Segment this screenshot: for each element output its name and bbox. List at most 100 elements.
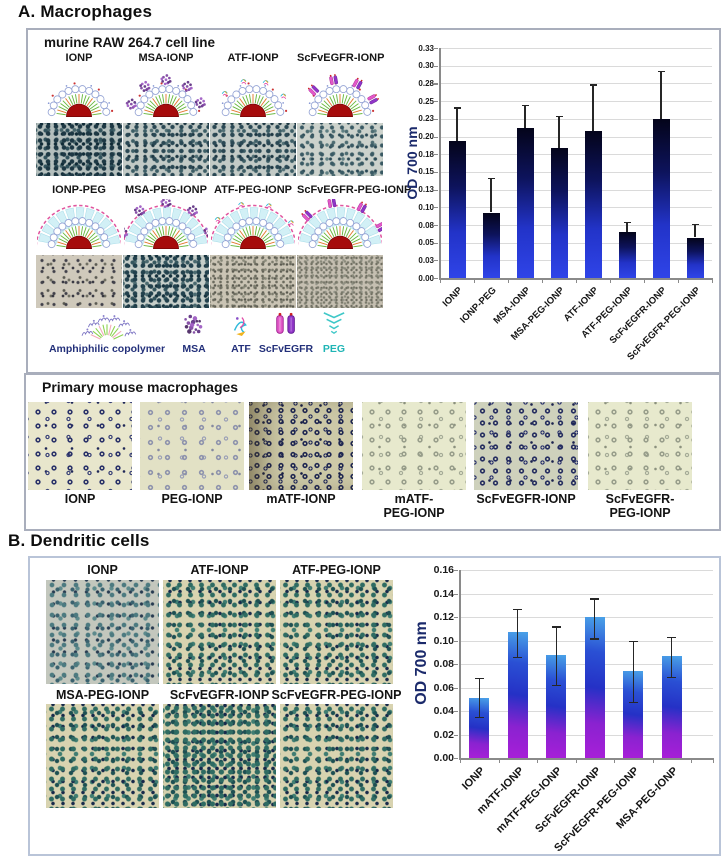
y-tick-label: 0.10	[433, 634, 454, 647]
legend-item-label: ATF	[231, 343, 251, 355]
y-axis	[439, 48, 441, 279]
y-tick-label: 0.08	[433, 658, 454, 671]
np-column-label: ScFvEGFR-PEG-IONP	[297, 184, 412, 196]
error-cap-top	[589, 84, 597, 86]
cell-micrograph	[297, 123, 383, 176]
y-axis-title: OD 700 nm	[413, 621, 430, 706]
panel-a-heading: A. Macrophages	[18, 2, 153, 21]
nanoparticle-diagram	[296, 196, 388, 253]
y-tick	[454, 664, 458, 666]
error-cap-bottom	[590, 638, 600, 640]
y-tick	[434, 48, 438, 50]
y-tick-label: 0.16	[433, 564, 454, 577]
gridline	[440, 48, 712, 49]
y-tick	[434, 65, 438, 67]
y-tick	[454, 758, 458, 760]
y-tick	[434, 278, 438, 280]
error-bar-MSA-PEG-IONP	[558, 115, 560, 149]
primary-micrograph	[588, 402, 692, 490]
y-tick-label: 0.12	[433, 611, 454, 624]
np-column-label: MSA-IONP	[138, 52, 194, 64]
error-cap-top	[513, 608, 523, 611]
np-column-label: ATF-PEG-IONP	[213, 184, 292, 196]
y-tick-label: 0.14	[433, 587, 454, 600]
primary-label: mATF-IONP	[266, 492, 336, 506]
error-cap-top	[590, 598, 600, 600]
y-tick	[434, 101, 438, 103]
y-tick-label: 0.20	[418, 132, 434, 142]
x-tick	[691, 758, 693, 763]
error-cap-bottom	[551, 685, 561, 687]
y-tick	[454, 570, 458, 572]
x-tick	[474, 278, 476, 283]
error-cap-top	[521, 104, 529, 106]
gridline	[440, 136, 712, 138]
np-column-label: ScFvEGFR-IONP	[297, 52, 385, 64]
dendritic-label: MSA-PEG-IONP	[55, 688, 150, 702]
error-bar-MSA-IONP	[524, 104, 526, 129]
primary-label: ScFvEGFR-IONP	[476, 492, 576, 506]
error-bar-IONP	[478, 678, 480, 717]
gridline	[440, 154, 712, 156]
x-tick	[712, 278, 714, 283]
y-tick	[434, 242, 438, 244]
x-axis	[459, 758, 714, 760]
y-tick	[434, 260, 438, 262]
error-cap-top	[453, 107, 461, 109]
error-cap-bottom	[667, 676, 677, 679]
y-tick	[454, 711, 458, 713]
y-tick-label: 0.08	[418, 220, 434, 230]
np-column-label: ATF-IONP	[227, 52, 279, 64]
cell-micrograph	[36, 255, 122, 308]
x-tick	[508, 278, 510, 283]
primary-label: IONP	[64, 492, 96, 506]
np-column-label: IONP-PEG	[52, 184, 106, 196]
error-bar-mATF-IONP	[517, 608, 519, 657]
dendritic-micrograph	[280, 704, 393, 808]
y-tick	[434, 136, 438, 138]
bar-ScFvEGFR-PEG-IONP	[686, 237, 704, 278]
error-bar-MSA-PEG-IONP	[671, 637, 673, 677]
np-column-label: IONP	[65, 52, 93, 64]
y-tick-label: 0.28	[418, 79, 434, 88]
macrophage-od-chart: 0.00 0.03 0.05 0.08 0.10 0.13 0.15 0.18 0.20 0.23…	[396, 38, 718, 368]
y-tick-label: 0.23	[418, 114, 434, 124]
x-tick	[644, 278, 646, 283]
primary-micrograph	[474, 402, 578, 490]
primary-label: PEG-IONP	[161, 492, 223, 506]
y-tick-label: 0.18	[418, 149, 434, 159]
y-axis	[459, 570, 461, 759]
primary-macrophage-title: Primary mouse macrophages	[42, 379, 239, 395]
error-bar-IONP	[456, 107, 458, 141]
x-tick	[460, 758, 462, 763]
y-tick	[434, 207, 438, 209]
bar-MSA-PEG-IONP	[550, 148, 568, 278]
atf-icon	[229, 310, 253, 344]
cell-line-label: murine RAW 264.7 cell line	[44, 35, 216, 50]
error-cap-top	[657, 71, 665, 73]
x-tick	[542, 278, 544, 283]
bar-IONP	[469, 698, 490, 758]
y-tick-label: 0.15	[418, 167, 434, 177]
y-tick	[434, 83, 438, 85]
y-tick	[434, 171, 438, 173]
bar-MSA-IONP	[516, 128, 534, 278]
gridline	[440, 171, 712, 173]
x-tick	[614, 758, 616, 763]
error-cap-bottom	[474, 716, 484, 719]
dendritic-label: ScFvEGFR-PEG-IONP	[271, 688, 402, 702]
primary-micrograph	[362, 402, 466, 490]
bar-ScFvEGFR-PEG-IONP	[623, 671, 644, 758]
cell-micrograph	[36, 123, 122, 176]
error-cap-top	[555, 115, 563, 117]
y-tick-label: 0.05	[418, 238, 434, 248]
x-tick	[652, 758, 654, 763]
nanoparticle-diagram	[117, 196, 215, 253]
dendritic-od-chart: 0.00 0.02 0.04 0.06 0.08 0.10 0.12 0.14 0.16 IONP…	[404, 556, 717, 856]
x-tick	[576, 278, 578, 283]
error-bar-ScFvEGFR-PEG-IONP	[694, 223, 696, 238]
bar-IONP-PEG	[482, 212, 500, 278]
error-bar-ScFvEGFR-IONP	[660, 71, 662, 120]
y-tick-label: 0.06	[433, 681, 454, 694]
